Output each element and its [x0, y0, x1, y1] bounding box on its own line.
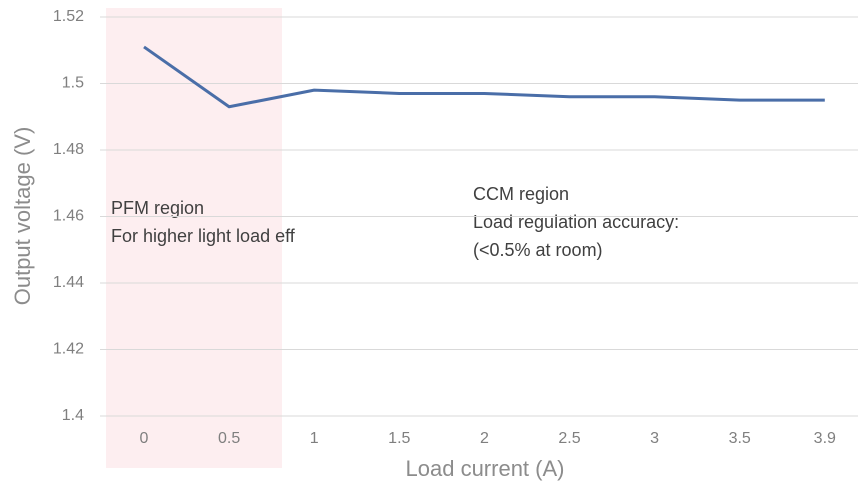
pfm-shading [106, 8, 282, 468]
y-tick-label: 1.46 [53, 208, 84, 225]
annotation: PFM region [111, 198, 204, 218]
y-tick-label: 1.48 [53, 141, 84, 158]
annotation: CCM region [473, 184, 569, 204]
y-tick-label: 1.44 [53, 274, 84, 291]
x-tick-label: 3 [650, 430, 659, 447]
x-tick-label: 0 [140, 430, 149, 447]
annotation: (<0.5% at room) [473, 240, 603, 260]
x-tick-label: 2 [480, 430, 489, 447]
annotation: For higher light load eff [111, 226, 296, 246]
y-axis-label: Output voltage (V) [10, 127, 35, 306]
y-tick-label: 1.4 [62, 407, 84, 424]
x-tick-label: 3.5 [729, 430, 751, 447]
annotation: Load regulation accuracy: [473, 212, 679, 232]
x-tick-label: 0.5 [218, 430, 240, 447]
line-series [143, 45, 825, 109]
x-tick-label: 2.5 [558, 430, 580, 447]
x-tick-label: 1.5 [388, 430, 410, 447]
x-tick-label: 3.9 [814, 430, 836, 447]
y-tick-label: 1.5 [62, 75, 84, 92]
y-tick-label: 1.52 [53, 8, 84, 25]
x-axis-label: Load current (A) [406, 456, 565, 481]
x-tick-label: 1 [310, 430, 319, 447]
y-tick-label: 1.42 [53, 341, 84, 358]
